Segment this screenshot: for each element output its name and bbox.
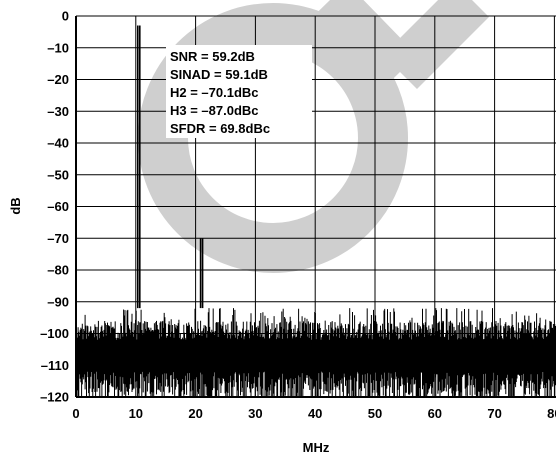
y-tick-label: –40 xyxy=(47,136,69,151)
y-tick-labels: 0 –10 –20 –30 –40 –50 –60 –70 –80 –90 –100 –110 –120 xyxy=(40,9,69,405)
x-tick-label: 60 xyxy=(428,406,442,421)
spectrum-trace xyxy=(75,25,556,397)
x-axis-label: MHz xyxy=(303,440,330,455)
y-tick-label: –110 xyxy=(41,358,69,373)
y-axis-label: dB xyxy=(8,197,23,214)
x-tick-label: 50 xyxy=(368,406,382,421)
stat-annotation: H2 = –70.1dBc xyxy=(170,85,259,100)
y-tick-label: –80 xyxy=(47,263,69,278)
plot-frame xyxy=(75,15,556,398)
x-tick-label: 30 xyxy=(248,406,262,421)
y-tick-label: –70 xyxy=(47,231,69,246)
y-tick-label: –60 xyxy=(47,199,69,214)
stat-annotation: SINAD = 59.1dB xyxy=(170,67,268,82)
y-tick-label: –90 xyxy=(47,294,69,309)
x-tick-label: 0 xyxy=(72,406,79,421)
annotation-box: SNR = 59.2dB SINAD = 59.1dB H2 = –70.1dBc H… xyxy=(166,45,312,138)
x-tick-labels: 0 10 20 30 40 50 60 70 80 xyxy=(72,406,556,421)
y-tick-label: –120 xyxy=(40,390,69,405)
y-tick-label: –100 xyxy=(40,326,69,341)
x-tick-label: 70 xyxy=(487,406,501,421)
stat-annotation: SFDR = 69.8dBc xyxy=(170,121,270,136)
y-tick-label: –30 xyxy=(47,104,69,119)
x-tick-label: 40 xyxy=(308,406,322,421)
stat-annotation: H3 = –87.0dBc xyxy=(170,103,259,118)
stat-annotation: SNR = 59.2dB xyxy=(170,49,255,64)
y-tick-label: –50 xyxy=(47,167,69,182)
x-tick-label: 80 xyxy=(547,406,556,421)
y-tick-label: –20 xyxy=(47,72,69,87)
x-tick-label: 10 xyxy=(129,406,143,421)
y-tick-label: 0 xyxy=(62,9,69,24)
watermark-ring xyxy=(138,3,408,273)
watermark xyxy=(138,0,489,273)
annotation-background xyxy=(166,45,312,138)
x-tick-label: 20 xyxy=(188,406,202,421)
y-tick-label: –10 xyxy=(47,40,69,55)
watermark-stroke xyxy=(383,0,489,89)
